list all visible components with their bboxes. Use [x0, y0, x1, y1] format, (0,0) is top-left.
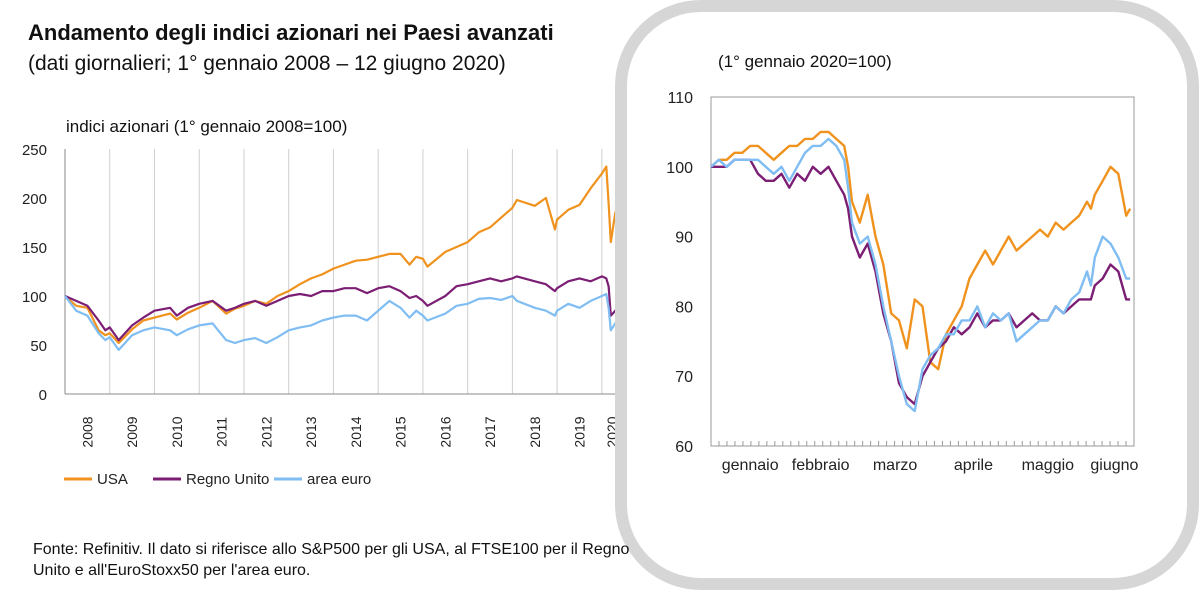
legend-label: Regno Unito — [186, 471, 269, 488]
left-y-tick-label: 250 — [22, 142, 47, 159]
right-series-line-regno-unito — [711, 158, 1131, 406]
left-x-tick-label: 2012 — [258, 416, 274, 447]
left-y-tick-label: 200 — [22, 191, 47, 208]
left-x-tick-label: 2014 — [348, 416, 364, 447]
left-y-tick-label: 100 — [22, 289, 47, 306]
left-x-tick-label: 2018 — [527, 416, 543, 447]
right-series-line-area-euro — [710, 137, 1131, 413]
left-x-tick-label: 2013 — [303, 416, 319, 447]
right-x-tick-label: giugno — [1090, 457, 1138, 474]
left-x-tick-label: 2015 — [393, 416, 409, 447]
left-x-tick-label: 2010 — [169, 416, 185, 447]
right-x-tick-label: marzo — [873, 457, 918, 474]
right-x-tick-label: febbraio — [792, 457, 850, 474]
left-y-tick-label: 150 — [22, 240, 47, 257]
left-y-tick-label: 0 — [39, 387, 47, 404]
legend-label: USA — [97, 471, 128, 488]
left-series-line-regno-unito — [64, 275, 623, 342]
right-y-tick-label: 110 — [667, 90, 693, 107]
left-series-line-area-euro — [64, 292, 623, 351]
right-y-tick-label: 70 — [675, 369, 693, 386]
page-subtitle: (dati giornalieri; 1° gennaio 2008 – 12 … — [28, 52, 506, 75]
source-note: Fonte: Refinitiv. Il dato si riferisce a… — [33, 541, 630, 579]
left-x-tick-label: 2009 — [124, 416, 140, 447]
page-title: Andamento degli indici azionari nei Paes… — [28, 20, 554, 45]
left-x-tick-label: 2019 — [571, 416, 587, 447]
left-y-tick-label: 50 — [30, 338, 47, 355]
right-y-tick-label: 80 — [675, 299, 693, 316]
right-plot-border — [710, 96, 1135, 447]
right-series-line-usa — [710, 130, 1132, 371]
left-x-tick-label: 2011 — [214, 417, 230, 447]
left-chart-ylabel: indici azionari (1° gennaio 2008=100) — [66, 117, 348, 136]
right-y-tick-label: 90 — [675, 230, 693, 247]
right-x-tick-label: gennaio — [722, 457, 779, 474]
left-x-tick-label: 2017 — [482, 416, 498, 447]
right-y-tick-label: 100 — [666, 160, 693, 177]
left-series-line-usa — [64, 165, 624, 345]
left-x-tick-label: 2008 — [79, 416, 95, 447]
right-y-tick-label: 60 — [675, 439, 693, 456]
zoom-panel-frame — [615, 0, 1199, 590]
right-x-tick-label: maggio — [1022, 457, 1075, 474]
left-x-tick-label: 2016 — [437, 416, 453, 447]
right-chart-title: (1° gennaio 2020=100) — [718, 52, 892, 71]
right-x-tick-label: aprile — [954, 457, 993, 474]
legend-label: area euro — [307, 471, 371, 488]
